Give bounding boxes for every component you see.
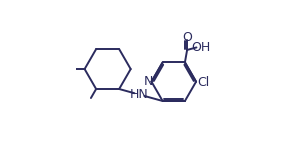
Text: Cl: Cl bbox=[198, 76, 210, 89]
Text: N: N bbox=[144, 75, 153, 88]
Text: O: O bbox=[182, 31, 192, 44]
Text: OH: OH bbox=[191, 41, 210, 54]
Text: HN: HN bbox=[130, 88, 149, 101]
